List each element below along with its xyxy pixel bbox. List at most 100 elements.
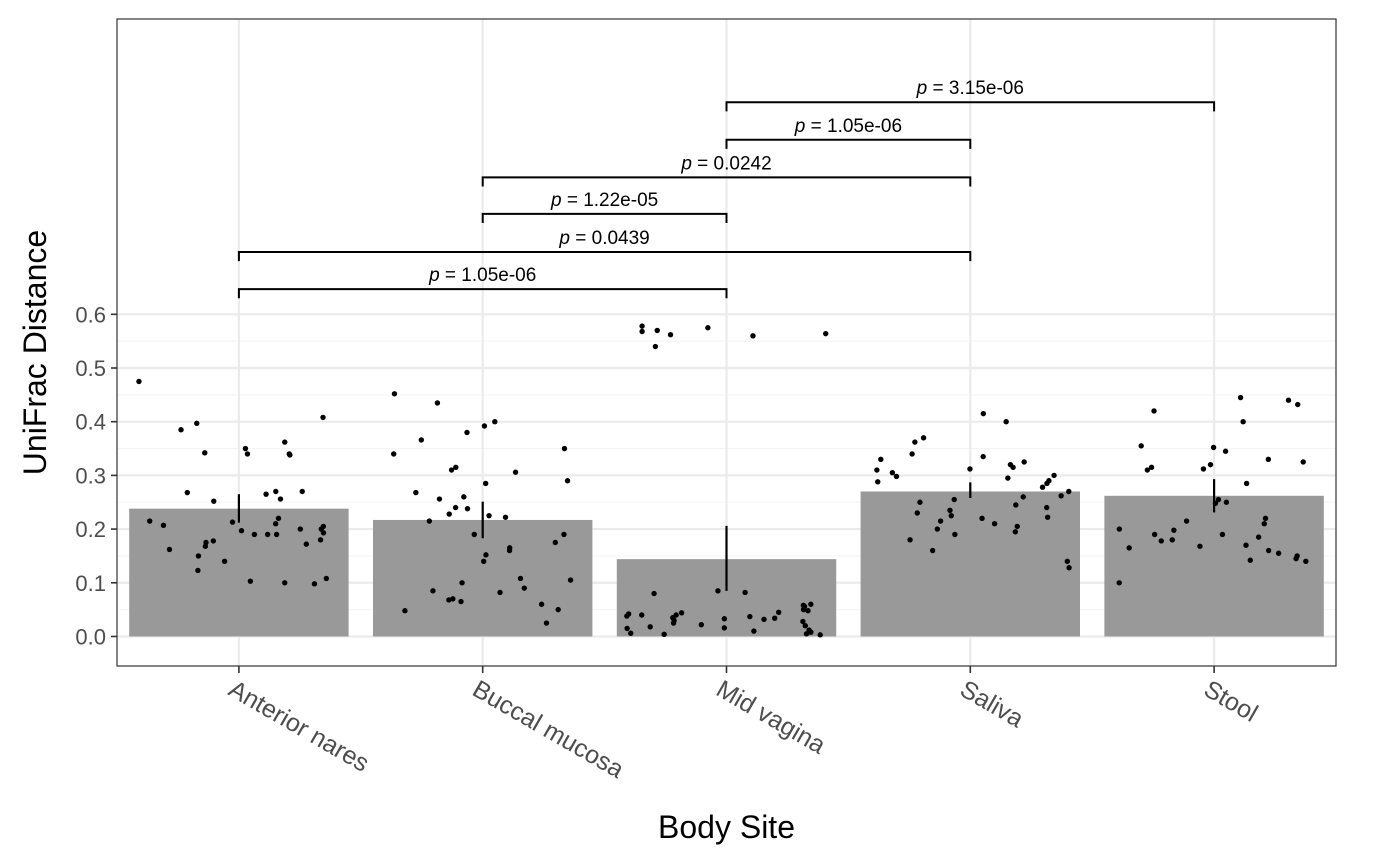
data-point bbox=[1243, 480, 1250, 487]
data-point bbox=[1261, 521, 1267, 527]
data-point bbox=[184, 489, 191, 496]
data-point bbox=[1240, 418, 1246, 425]
data-point bbox=[1051, 472, 1057, 479]
data-point bbox=[418, 437, 425, 443]
x-tick-label: Buccal mucosa bbox=[468, 675, 629, 784]
data-point bbox=[1116, 580, 1122, 586]
significance-brackets: p = 1.05e-06 p = 0.0439 p = 1.22e-05 p = 0.… bbox=[237, 78, 1216, 299]
significance-bracket: p = 3.15e-06 bbox=[725, 78, 1216, 112]
data-point bbox=[893, 473, 900, 480]
data-point bbox=[452, 504, 459, 511]
data-point bbox=[1265, 456, 1272, 462]
p-value-label: p = 1.05e-06 bbox=[428, 265, 536, 286]
data-point bbox=[436, 496, 443, 502]
data-point bbox=[651, 590, 657, 597]
data-point bbox=[952, 531, 958, 538]
data-point bbox=[471, 531, 477, 538]
data-point bbox=[802, 623, 809, 629]
data-point bbox=[303, 541, 310, 547]
data-point bbox=[538, 601, 545, 607]
data-point bbox=[639, 323, 645, 329]
data-point bbox=[210, 538, 217, 544]
data-point bbox=[242, 445, 249, 452]
data-point bbox=[751, 628, 757, 634]
y-axis-title: UniFrac Distance bbox=[17, 230, 53, 475]
data-point bbox=[948, 512, 954, 519]
data-point bbox=[492, 418, 498, 425]
data-point bbox=[937, 518, 944, 524]
data-point bbox=[654, 327, 660, 334]
data-point bbox=[721, 625, 728, 631]
data-point bbox=[639, 612, 645, 618]
data-point bbox=[160, 522, 167, 529]
data-point bbox=[448, 467, 455, 473]
data-point bbox=[951, 496, 957, 503]
data-point bbox=[822, 330, 829, 337]
data-point bbox=[543, 620, 550, 626]
bars bbox=[129, 491, 1324, 637]
data-point bbox=[1020, 494, 1026, 500]
data-point bbox=[136, 378, 142, 385]
data-point bbox=[1151, 531, 1158, 538]
data-point bbox=[667, 332, 674, 338]
data-point bbox=[391, 391, 398, 397]
data-point bbox=[1126, 545, 1132, 551]
bar-anterior-nares bbox=[129, 508, 349, 637]
y-tick-label: 0.6 bbox=[75, 302, 106, 327]
data-point bbox=[624, 613, 630, 619]
data-point bbox=[914, 510, 920, 516]
data-point bbox=[483, 552, 489, 558]
data-point bbox=[980, 410, 987, 417]
y-tick-label: 0.1 bbox=[75, 571, 106, 596]
data-point bbox=[1219, 531, 1226, 538]
bar-saliva bbox=[860, 491, 1081, 637]
data-point bbox=[263, 491, 269, 497]
data-point bbox=[464, 505, 471, 512]
data-point bbox=[272, 521, 279, 527]
data-point bbox=[1215, 496, 1222, 503]
data-point bbox=[705, 325, 711, 331]
data-point bbox=[402, 607, 408, 614]
significance-bracket: p = 0.0439 bbox=[237, 228, 972, 262]
data-point bbox=[1237, 394, 1244, 401]
x-axis-title: Body Site bbox=[658, 809, 795, 845]
data-point bbox=[776, 609, 782, 616]
data-point bbox=[481, 423, 488, 429]
data-point bbox=[202, 450, 208, 456]
data-point bbox=[1044, 514, 1051, 520]
data-point bbox=[273, 531, 280, 538]
data-point bbox=[947, 507, 953, 513]
data-point bbox=[1247, 557, 1253, 563]
data-point bbox=[282, 580, 288, 586]
data-point bbox=[238, 527, 245, 534]
data-point bbox=[1010, 464, 1016, 471]
data-point bbox=[628, 630, 634, 636]
data-point bbox=[874, 467, 880, 473]
x-tick-label: Saliva bbox=[955, 675, 1028, 733]
data-point bbox=[1138, 443, 1144, 449]
data-point bbox=[178, 427, 184, 433]
data-point bbox=[1303, 558, 1309, 564]
data-point bbox=[486, 512, 492, 519]
data-point bbox=[805, 607, 811, 614]
bracket-line bbox=[725, 101, 1216, 112]
data-point bbox=[275, 515, 282, 522]
data-point bbox=[277, 496, 284, 502]
data-point bbox=[251, 531, 258, 538]
data-point bbox=[1200, 466, 1207, 472]
data-point bbox=[461, 494, 467, 500]
y-tick-label: 0.4 bbox=[75, 410, 106, 435]
data-point bbox=[1197, 543, 1203, 549]
data-point bbox=[247, 578, 254, 584]
data-point bbox=[991, 521, 998, 527]
data-point bbox=[889, 470, 896, 476]
data-point bbox=[426, 518, 433, 524]
data-point bbox=[482, 480, 489, 487]
data-point bbox=[221, 558, 228, 564]
data-point bbox=[678, 610, 685, 616]
bracket-line bbox=[481, 176, 972, 187]
data-point bbox=[1151, 408, 1157, 414]
data-point bbox=[747, 613, 753, 620]
bracket-line bbox=[725, 138, 972, 149]
